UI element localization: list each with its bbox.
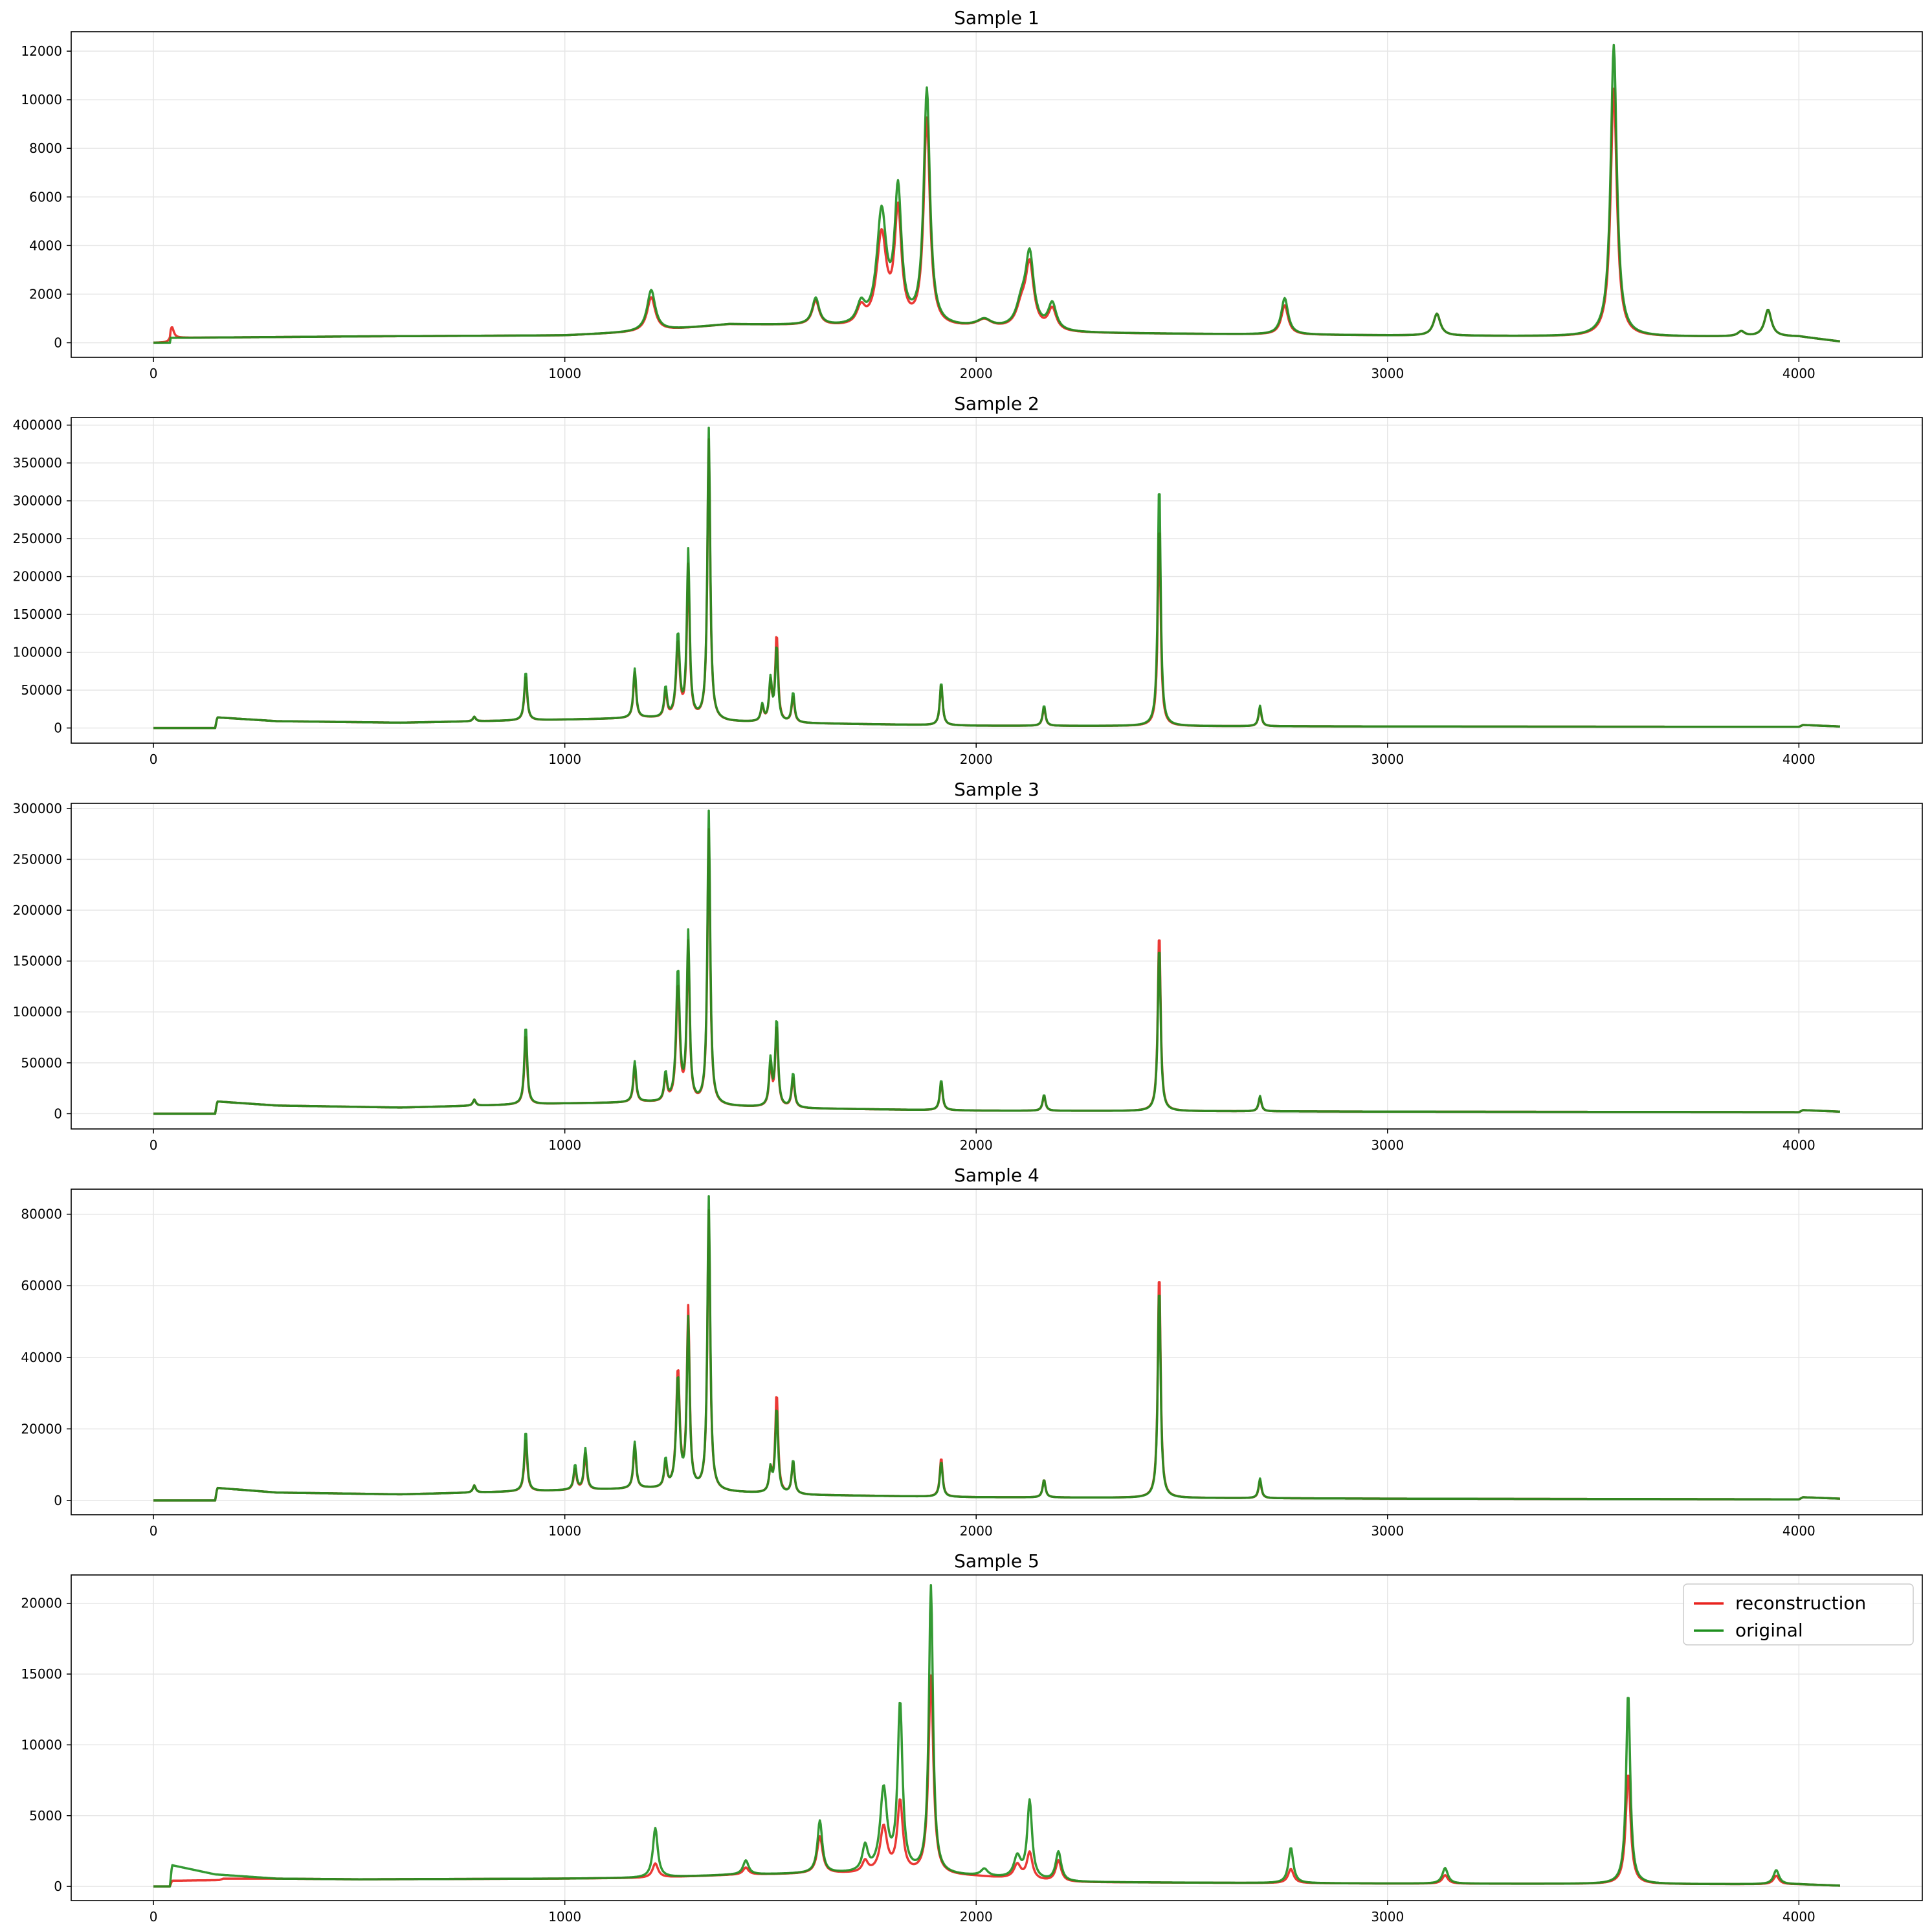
x-tick-label: 2000 [960, 366, 993, 381]
y-tick-label: 40000 [21, 1350, 62, 1365]
series-line-reconstruction [153, 438, 1841, 730]
y-tick-label: 100000 [13, 645, 62, 660]
y-tick-label: 50000 [21, 1055, 62, 1071]
y-tick-label: 5000 [29, 1808, 62, 1824]
y-tick-label: 0 [54, 720, 62, 736]
x-tick-label: 4000 [1782, 1137, 1815, 1153]
y-tick-label: 8000 [29, 140, 62, 156]
x-tick-label: 4000 [1782, 366, 1815, 381]
series-line-original [153, 1195, 1841, 1502]
y-tick-label: 20000 [21, 1421, 62, 1436]
series-line-original [153, 43, 1841, 344]
chart-panel-2: 0 1000 2000 3000 4000 0 50000 100000 150000 20000… [13, 393, 1923, 767]
series-line-reconstruction [153, 1209, 1841, 1502]
y-tick-label: 0 [54, 1879, 62, 1894]
x-tick-label: 2000 [960, 1909, 993, 1925]
series-line-reconstruction [153, 1674, 1841, 1888]
axes-frame [71, 1574, 1923, 1901]
y-tick-label: 350000 [13, 455, 62, 471]
y-tick-label: 20000 [21, 1596, 62, 1611]
x-tick-label: 2000 [960, 1523, 993, 1539]
y-tick-label: 10000 [21, 1737, 62, 1752]
y-tick-label: 200000 [13, 902, 62, 918]
y-tick-label: 0 [54, 1106, 62, 1121]
x-tick-label: 0 [150, 752, 158, 767]
y-tick-label: 12000 [21, 43, 62, 59]
y-tick-label: 300000 [13, 493, 62, 509]
legend-label-reconstruction: reconstruction [1735, 1592, 1866, 1614]
y-tick-label: 4000 [29, 238, 62, 253]
y-tick-label: 400000 [13, 418, 62, 433]
y-tick-label: 10000 [21, 92, 62, 107]
x-tick-label: 1000 [548, 366, 581, 381]
axes-frame [71, 417, 1923, 744]
x-tick-label: 1000 [548, 1909, 581, 1925]
y-tick-label: 0 [54, 335, 62, 350]
legend-frame [1683, 1583, 1914, 1646]
y-tick-label: 0 [54, 1493, 62, 1508]
x-tick-label: 0 [150, 366, 158, 381]
chart-title: Sample 1 [954, 7, 1039, 28]
y-tick-label: 250000 [13, 531, 62, 546]
x-tick-label: 4000 [1782, 1523, 1815, 1539]
chart-title: Sample 3 [954, 779, 1039, 800]
axes-frame [71, 31, 1923, 358]
x-tick-label: 4000 [1782, 752, 1815, 767]
y-tick-label: 150000 [13, 607, 62, 622]
y-tick-label: 80000 [21, 1207, 62, 1222]
x-tick-label: 3000 [1371, 1137, 1404, 1153]
legend-label-original: original [1735, 1620, 1803, 1641]
chart-title: Sample 5 [954, 1550, 1039, 1572]
x-tick-label: 3000 [1371, 1909, 1404, 1925]
series-line-reconstruction [153, 87, 1841, 344]
y-tick-label: 6000 [29, 189, 62, 205]
x-tick-label: 4000 [1782, 1909, 1815, 1925]
chart-panel-3: 0 1000 2000 3000 4000 0 50000 100000 150000 20000… [13, 779, 1923, 1153]
axes-frame [71, 803, 1923, 1130]
series-line-original [153, 1584, 1841, 1888]
chart-title: Sample 2 [954, 393, 1039, 414]
chart-panel-5: 0 1000 2000 3000 4000 0 5000 10000 15000 20000 Sam… [21, 1550, 1923, 1925]
x-tick-label: 3000 [1371, 1523, 1404, 1539]
y-tick-label: 300000 [13, 801, 62, 816]
series-line-reconstruction [153, 828, 1841, 1115]
chart-title: Sample 4 [954, 1165, 1039, 1186]
x-tick-label: 1000 [548, 752, 581, 767]
x-tick-label: 3000 [1371, 752, 1404, 767]
y-tick-label: 250000 [13, 851, 62, 867]
y-tick-label: 150000 [13, 954, 62, 969]
axes-frame [71, 1189, 1923, 1515]
y-tick-label: 2000 [29, 286, 62, 302]
x-tick-label: 0 [150, 1137, 158, 1153]
chart-panel-4: 0 1000 2000 3000 4000020000400006000080000Sa… [21, 1165, 1923, 1539]
x-tick-label: 2000 [960, 1137, 993, 1153]
chart-panel-1: 0 1000 2000 3000 4000 0 2000 4000 6000 8000 10000 1… [21, 7, 1923, 381]
y-tick-label: 200000 [13, 569, 62, 585]
series-line-original [153, 809, 1841, 1115]
y-tick-label: 50000 [21, 682, 62, 698]
series-line-original [153, 427, 1841, 730]
x-tick-label: 0 [150, 1909, 158, 1925]
x-tick-label: 1000 [548, 1137, 581, 1153]
y-tick-label: 15000 [21, 1666, 62, 1682]
x-tick-label: 2000 [960, 752, 993, 767]
legend: reconstruction original [1683, 1583, 1914, 1646]
x-tick-label: 0 [150, 1523, 158, 1539]
y-tick-label: 100000 [13, 1004, 62, 1020]
x-tick-label: 3000 [1371, 366, 1404, 381]
x-tick-label: 1000 [548, 1523, 581, 1539]
y-tick-label: 60000 [21, 1278, 62, 1293]
